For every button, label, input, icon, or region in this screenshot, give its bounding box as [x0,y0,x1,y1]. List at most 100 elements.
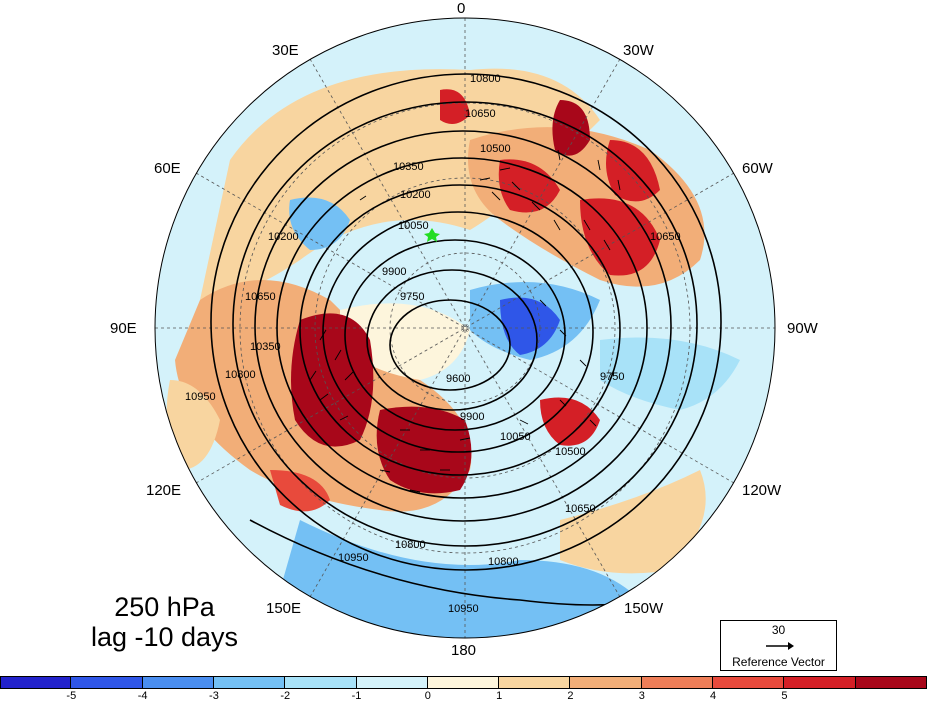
contour-label: 10650 [650,231,681,243]
plot-title: 250 hPa lag -10 days [82,592,247,652]
colorbar-frame [0,676,927,689]
lon-label-0: 0 [457,0,466,17]
vector-arrow [597,159,601,171]
vector-arrow [379,469,391,473]
reference-vector-caption: Reference Vector [732,655,825,669]
contour-label: 10800 [395,539,426,551]
lon-label-30e: 30E [272,42,299,59]
lon-label-180: 180 [451,642,477,659]
vector-arrow [499,167,511,171]
contour-label: 10650 [565,503,596,515]
contour-label: 10950 [338,552,369,564]
title-lag: lag -10 days [90,622,239,652]
contour-line [299,184,621,476]
contour-label: 10950 [448,603,479,615]
colorbar-tick-label: -2 [280,690,291,702]
vector-arrow [319,393,329,401]
colorbar-segment [142,676,214,689]
lon-label-150w: 150W [624,600,664,617]
colorbar-tick-label: 4 [710,690,717,702]
polar-map: 10800 10650 10500 10350 10200 10050 9900… [154,17,776,639]
anomaly-region [498,159,560,213]
reference-arrow-icon [766,642,794,650]
vector-arrow [583,219,591,231]
colorbar-tick-label: -3 [209,690,219,702]
colorbar-tick-label: -1 [351,690,362,702]
anomaly-region [552,100,590,156]
vector-arrow [557,149,561,161]
map-border [154,17,776,639]
vector-arrow [319,329,327,341]
vector-arrow [491,191,501,201]
contour-label: 9900 [382,266,406,278]
vector-arrow [409,489,421,493]
contour-label: 10050 [500,431,531,443]
colorbar-segment [0,676,72,689]
vector-arrow [344,371,354,381]
vector-arrow [339,415,349,421]
lon-label-60w: 60W [742,160,773,177]
vector-arrow [334,349,342,361]
height-contours [210,73,722,606]
contour-label: 10800 [488,556,519,568]
contour-label: 10950 [185,391,216,403]
lon-label-120e: 120E [146,482,182,499]
lon-label-60e: 60E [154,160,181,177]
contour-line [322,211,594,453]
lon-label-30w: 30W [623,42,654,59]
colorbar-segment [641,676,714,689]
vector-arrow [579,359,587,367]
vector-arrow [559,399,567,407]
contour-label: 9900 [460,411,484,423]
contour-line [366,269,538,411]
lon-label-150e: 150E [266,600,302,617]
wave-vectors [309,149,621,493]
lon-label-90e: 90E [110,320,137,337]
anomaly-region [440,89,470,124]
anomaly-region [289,197,350,250]
anomaly-region [291,313,374,447]
reference-vector-magnitude: 30 [771,623,786,637]
colorbar-tick-label: 2 [567,690,574,702]
anomaly-region [500,297,560,355]
colorbar-tick-label: 3 [638,690,645,702]
anomaly-region [200,68,600,300]
colorbar-segment [784,676,856,689]
contour-line [232,101,698,547]
lon-label-90w: 90W [787,320,818,337]
contour-label: 10350 [250,341,281,353]
contour-label: 10650 [465,108,496,120]
anomaly-region [600,337,740,410]
location-marker [424,228,440,242]
vector-arrow [519,419,529,425]
contour-label: 10800 [225,369,256,381]
contour-label: 10650 [245,291,276,303]
colorbar-segment [570,676,642,689]
vector-arrow [553,219,561,231]
colorbar-segment [356,676,428,689]
vector-arrow [617,179,621,191]
colorbar-tick-label: -5 [66,690,77,702]
contour-label: 9600 [446,373,470,385]
colorbar-tick-label: 0 [424,690,431,702]
contour-label: 10500 [480,143,511,155]
contour-label: 10200 [400,189,431,201]
contour-label: 10800 [470,73,501,85]
colorbar-segment [427,676,500,689]
anomaly-region [540,397,600,446]
vector-arrow [559,329,567,337]
reference-vector-box: 30 Reference Vector [720,620,837,671]
colorbar-segment [499,676,571,689]
anomaly-region [580,198,660,276]
colorbar-segment [213,676,286,689]
contour-line [210,73,722,571]
colorbar-segment [71,676,143,689]
vector-arrow [539,299,547,307]
vector-arrow [603,239,611,251]
colorbar-segment [285,676,357,689]
colorbar-segment [713,676,785,689]
contour-label: 9750 [400,291,424,303]
contour-label: 10200 [268,231,299,243]
contour-label: 9750 [600,371,624,383]
contour-line [254,130,672,522]
